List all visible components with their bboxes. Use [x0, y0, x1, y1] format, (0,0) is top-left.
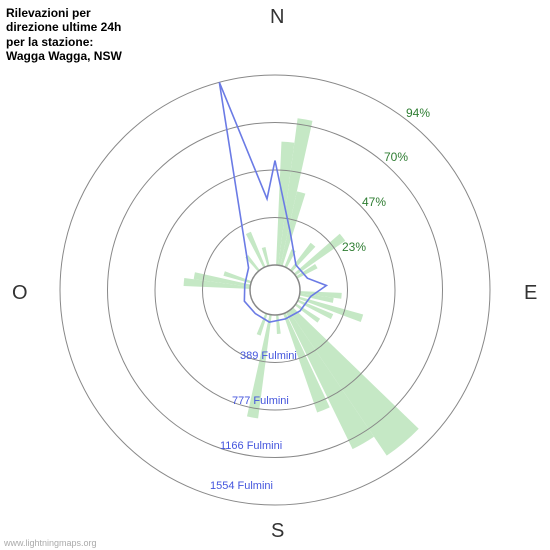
footer-attribution: www.lightningmaps.org [4, 538, 97, 548]
cardinal-O: O [12, 282, 28, 305]
fulmini-label-2: 1166 Fulmini [220, 440, 282, 452]
fulmini-label-0: 389 Fulmini [240, 350, 297, 362]
cardinal-N: N [270, 6, 284, 29]
fulmini-label-1: 777 Fulmini [232, 395, 289, 407]
pct-label-0: 23% [342, 240, 366, 254]
pct-label-2: 70% [384, 150, 408, 164]
pct-label-3: 94% [406, 106, 430, 120]
cardinal-E: E [524, 282, 537, 305]
pct-label-1: 47% [362, 195, 386, 209]
polar-rose-chart [0, 0, 550, 550]
cardinal-S: S [271, 520, 284, 543]
chart-title: Rilevazioni per direzione ultime 24h per… [6, 6, 126, 64]
fulmini-label-3: 1554 Fulmini [210, 480, 273, 492]
